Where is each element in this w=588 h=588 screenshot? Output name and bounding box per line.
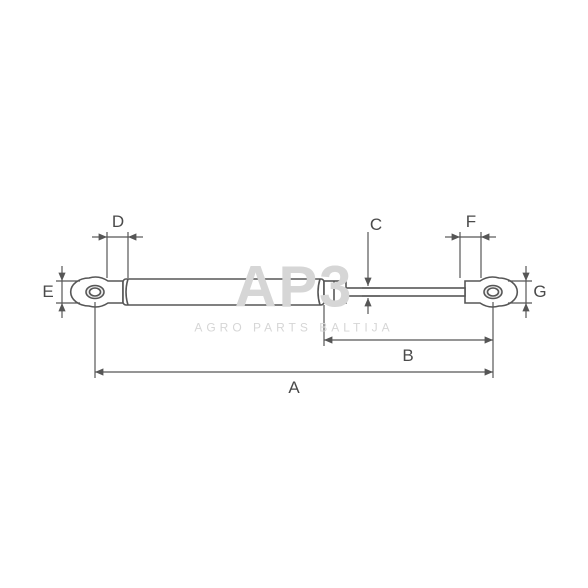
piston-rod — [346, 288, 465, 296]
label-D: D — [112, 212, 124, 232]
step-collar — [324, 281, 346, 303]
label-A: A — [288, 378, 299, 398]
dim-C — [362, 232, 380, 314]
dim-D — [92, 232, 143, 278]
gas-strut-body — [71, 277, 518, 307]
label-C: C — [370, 215, 382, 235]
label-B: B — [402, 346, 413, 366]
barrel — [123, 279, 324, 305]
label-F: F — [466, 212, 476, 232]
diagram-svg — [0, 0, 588, 588]
dim-F — [445, 232, 496, 278]
diagram-canvas: AP3 AGRO PARTS BALTIJA A B C D E F G — [0, 0, 588, 588]
label-G: G — [533, 282, 546, 302]
label-E: E — [42, 282, 53, 302]
dim-B — [324, 305, 493, 346]
